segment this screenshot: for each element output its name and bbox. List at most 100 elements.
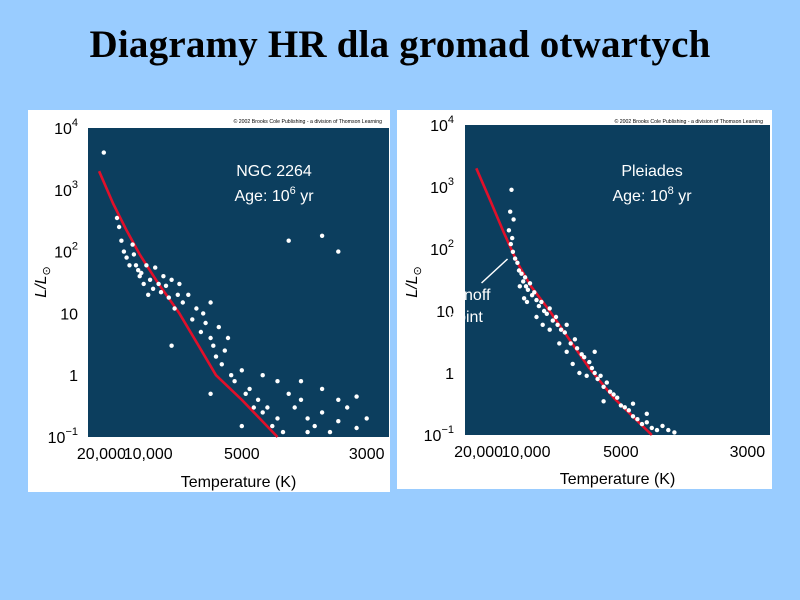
star-point: [553, 314, 559, 320]
star-point: [319, 386, 325, 392]
plot-area: [88, 128, 389, 437]
hr-diagram-pleiades: © 2002 Brooks Cole Publishing - a divisi…: [404, 114, 770, 488]
star-point: [615, 395, 620, 400]
star-point: [595, 376, 600, 382]
star-point: [127, 263, 132, 268]
star-point: [180, 300, 185, 305]
star-point: [345, 405, 350, 410]
star-point: [260, 373, 265, 378]
star-point: [649, 425, 654, 431]
star-point: [133, 263, 139, 268]
star-point: [213, 354, 219, 359]
y-tick-label: 10: [436, 304, 454, 321]
star-point: [116, 224, 122, 230]
star-point: [539, 299, 544, 305]
cluster-name: Pleiades: [621, 163, 682, 180]
star-point: [604, 380, 609, 385]
star-point: [247, 386, 252, 392]
star-point: [260, 410, 265, 415]
star-point: [524, 299, 530, 305]
star-point: [601, 399, 606, 404]
star-point: [601, 384, 606, 389]
y-tick-label: 103: [430, 176, 454, 197]
star-point: [203, 320, 208, 326]
star-point: [547, 306, 552, 311]
star-point: [251, 405, 256, 410]
x-tick-label: 5000: [603, 444, 639, 461]
star-point: [147, 277, 153, 282]
star-point: [577, 370, 582, 376]
star-point: [654, 427, 660, 433]
star-point: [521, 279, 526, 284]
star-point: [523, 284, 529, 289]
main-sequence-line: [475, 167, 653, 436]
star-point: [131, 252, 137, 257]
star-point: [660, 423, 665, 429]
star-point: [506, 228, 512, 233]
star-point: [156, 281, 161, 287]
star-point: [336, 249, 341, 254]
star-point: [564, 322, 569, 327]
star-point: [286, 238, 291, 243]
plot-area: [465, 125, 770, 435]
star-point: [550, 318, 555, 323]
star-point: [592, 349, 597, 354]
star-point: [208, 300, 213, 305]
x-tick-label: 20,000: [454, 444, 503, 461]
y-tick-label: 104: [430, 114, 454, 135]
star-point: [541, 308, 547, 314]
star-point: [672, 430, 677, 435]
star-point: [568, 341, 573, 346]
turnoff-pointer: [481, 258, 509, 284]
star-point: [598, 373, 603, 378]
star-point: [275, 416, 280, 421]
copyright-note: © 2002 Brooks Cole Publishing - a divisi…: [615, 118, 764, 125]
y-tick-label: 1: [445, 366, 454, 383]
star-point: [570, 361, 575, 367]
star-point: [177, 281, 182, 287]
star-point: [141, 281, 146, 287]
copyright-note: © 2002 Brooks Cole Publishing - a divisi…: [234, 118, 383, 125]
star-point: [589, 365, 595, 371]
star-point: [222, 348, 227, 353]
star-point: [198, 329, 204, 335]
star-point: [534, 314, 539, 320]
star-point: [146, 292, 151, 297]
star-point: [225, 335, 231, 341]
star-point: [555, 322, 560, 327]
star-point: [557, 341, 562, 346]
star-point: [172, 306, 177, 311]
star-point: [547, 327, 552, 332]
star-point: [327, 429, 333, 435]
star-point: [166, 295, 171, 300]
star-point: [186, 292, 191, 297]
turnoff-label-line1: Turnoff: [441, 287, 491, 304]
y-tick-label: 102: [54, 241, 78, 262]
star-point: [208, 391, 213, 396]
star-point: [622, 405, 627, 410]
x-tick-label: 10,000: [124, 446, 173, 463]
star-point: [592, 370, 597, 376]
star-point: [270, 423, 275, 429]
star-point: [562, 330, 567, 335]
star-point: [163, 283, 169, 288]
star-point: [517, 284, 522, 289]
star-point: [536, 303, 542, 309]
star-point: [305, 416, 310, 421]
star-point: [630, 401, 636, 406]
star-point: [644, 411, 649, 416]
star-point: [558, 327, 564, 332]
star-point: [255, 397, 261, 402]
cluster-age: Age: 108 yr: [612, 185, 692, 205]
star-point: [540, 322, 545, 327]
y-tick-label: 1: [69, 368, 78, 385]
hr-diagram-ngc2264: © 2002 Brooks Cole Publishing - a divisi…: [33, 117, 389, 491]
x-axis-label: Temperature (K): [181, 474, 297, 491]
star-point: [190, 317, 195, 322]
star-point: [208, 335, 213, 341]
star-point: [516, 268, 522, 273]
star-point: [354, 394, 359, 399]
star-point: [153, 265, 158, 270]
star-point: [532, 290, 537, 295]
star-point: [618, 403, 624, 408]
